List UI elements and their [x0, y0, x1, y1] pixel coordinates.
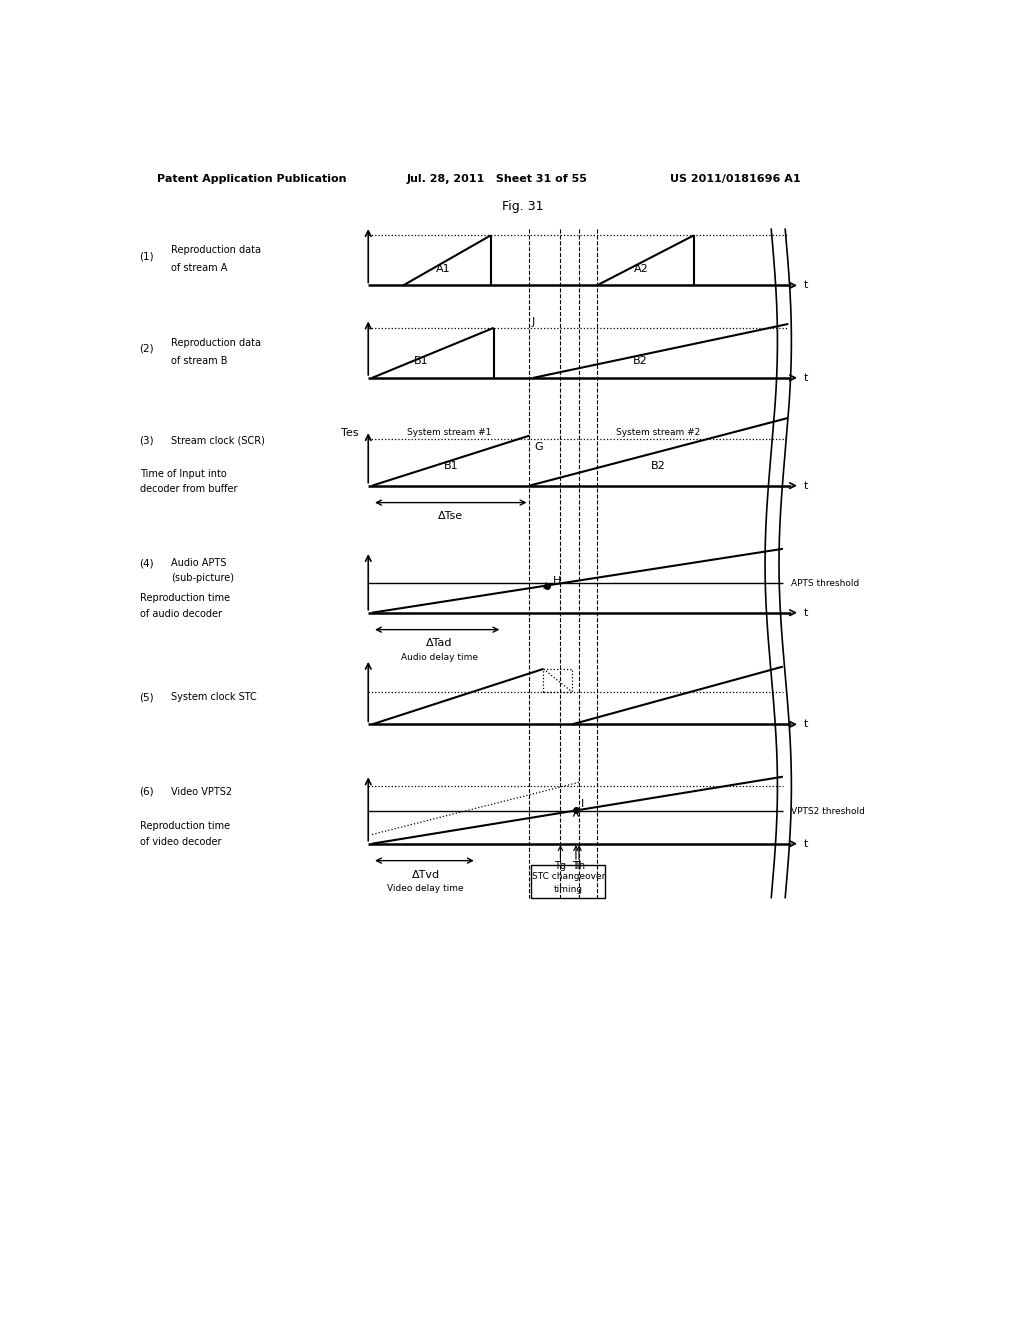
Text: Reproduction time: Reproduction time	[139, 594, 229, 603]
Text: B1: B1	[443, 462, 458, 471]
Text: Tg: Tg	[554, 861, 566, 871]
Text: (6): (6)	[139, 787, 155, 797]
Text: of audio decoder: of audio decoder	[139, 609, 221, 619]
Text: System clock STC: System clock STC	[171, 693, 256, 702]
Text: B2: B2	[633, 356, 648, 366]
Text: t: t	[804, 280, 808, 290]
Text: Reproduction data: Reproduction data	[171, 338, 261, 347]
Text: t: t	[804, 480, 808, 491]
Text: I: I	[581, 800, 584, 809]
Text: t: t	[804, 838, 808, 849]
Text: B2: B2	[650, 462, 666, 471]
Text: (3): (3)	[139, 436, 155, 446]
Text: Stream clock (SCR): Stream clock (SCR)	[171, 436, 264, 446]
Text: A1: A1	[436, 264, 451, 273]
Text: of stream B: of stream B	[171, 355, 227, 366]
Text: Tes: Tes	[341, 428, 359, 438]
Text: Video VPTS2: Video VPTS2	[171, 787, 231, 797]
Text: Fig. 31: Fig. 31	[503, 199, 544, 213]
Text: t: t	[804, 372, 808, 383]
Text: B1: B1	[414, 356, 429, 366]
Text: G: G	[535, 442, 543, 451]
Text: US 2011/0181696 A1: US 2011/0181696 A1	[671, 174, 801, 183]
Text: (2): (2)	[139, 345, 155, 354]
Text: (5): (5)	[139, 693, 155, 702]
Text: (4): (4)	[139, 558, 155, 568]
Text: Time of Input into: Time of Input into	[139, 469, 226, 479]
Text: decoder from buffer: decoder from buffer	[139, 484, 238, 495]
Text: (1): (1)	[139, 252, 155, 261]
Text: ΔTvd: ΔTvd	[412, 870, 439, 879]
Text: APTS threshold: APTS threshold	[791, 579, 859, 587]
Text: ΔTse: ΔTse	[438, 511, 463, 521]
Text: Reproduction data: Reproduction data	[171, 246, 261, 255]
Text: Th: Th	[573, 861, 585, 871]
Text: Jul. 28, 2011   Sheet 31 of 55: Jul. 28, 2011 Sheet 31 of 55	[407, 174, 588, 183]
Text: A2: A2	[634, 264, 649, 273]
Text: Reproduction time: Reproduction time	[139, 821, 229, 832]
Text: System stream #2: System stream #2	[616, 428, 700, 437]
Text: Patent Application Publication: Patent Application Publication	[158, 174, 347, 183]
Text: (sub-picture): (sub-picture)	[171, 573, 233, 583]
Text: Audio delay time: Audio delay time	[400, 653, 477, 661]
Text: of stream A: of stream A	[171, 263, 227, 273]
Text: timing: timing	[554, 884, 583, 894]
Text: Ti: Ti	[571, 861, 581, 871]
Text: ΔTad: ΔTad	[426, 639, 453, 648]
Text: t: t	[804, 607, 808, 618]
Text: J: J	[531, 317, 535, 327]
Text: of video decoder: of video decoder	[139, 837, 221, 846]
Text: H: H	[553, 576, 561, 586]
Text: System stream #1: System stream #1	[407, 428, 492, 437]
Text: VPTS2 threshold: VPTS2 threshold	[791, 807, 864, 816]
Text: Video delay time: Video delay time	[387, 884, 464, 892]
Text: Audio APTS: Audio APTS	[171, 558, 226, 568]
Text: t: t	[804, 719, 808, 730]
Text: STC changeover: STC changeover	[531, 873, 605, 882]
